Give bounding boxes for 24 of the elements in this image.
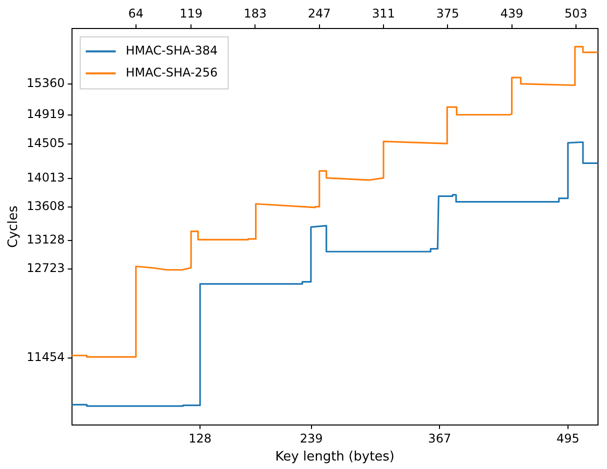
legend-label: HMAC-SHA-256: [126, 66, 218, 80]
x-tick-label: 495: [556, 431, 580, 446]
x-tick-label: 367: [428, 431, 452, 446]
x-axis-title: Key length (bytes): [275, 450, 395, 465]
y-tick-label: 13608: [26, 198, 65, 213]
x-tick-label: 128: [188, 431, 212, 446]
x2-tick-label: 183: [244, 6, 267, 20]
x2-tick-label: 375: [436, 6, 460, 20]
x2-tick-label: 64: [128, 6, 144, 20]
legend-label: HMAC-SHA-384: [126, 44, 218, 58]
x2-tick-label: 119: [180, 6, 203, 20]
y-tick-label: 14919: [26, 106, 65, 121]
y-tick-label: 13128: [26, 232, 65, 247]
x2-tick-label: 439: [500, 6, 524, 20]
x-tick-label: 239: [300, 431, 323, 446]
x2-tick-label: 247: [308, 6, 331, 20]
x2-tick-label: 503: [564, 6, 588, 20]
y-tick-label: 15360: [26, 76, 65, 90]
y-tick-label: 12723: [26, 261, 65, 276]
y-tick-label: 14505: [26, 136, 65, 150]
y-axis-title: Cycles: [6, 205, 22, 248]
y-tick-label: 11454: [26, 350, 65, 364]
y-tick-label: 14013: [26, 170, 65, 185]
x2-tick-label: 311: [372, 6, 395, 20]
